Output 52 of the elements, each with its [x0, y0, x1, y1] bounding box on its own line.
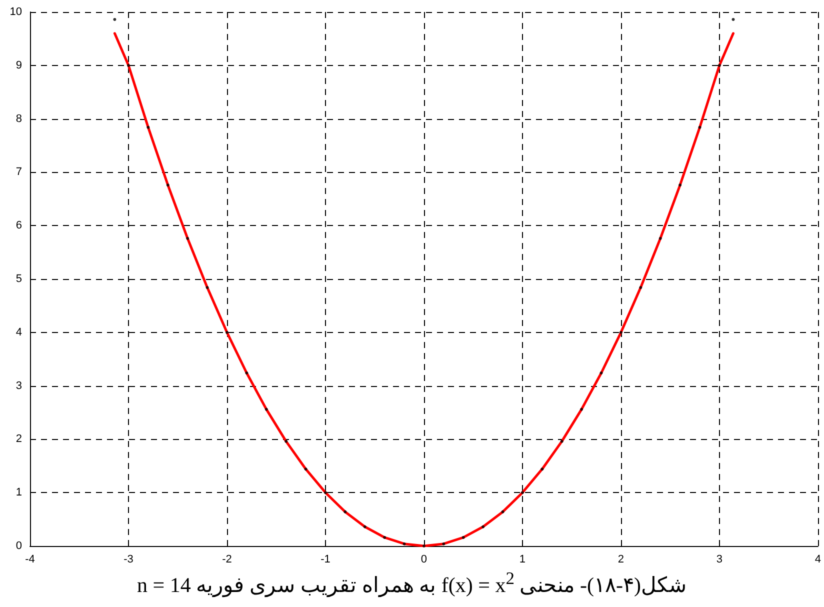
- x-tick-label: 4: [814, 554, 822, 566]
- y-tick-label: 0: [16, 540, 22, 552]
- point: [284, 440, 288, 443]
- y-tick-label: 1: [16, 486, 22, 499]
- y-tick-label: 6: [16, 220, 22, 232]
- x-tick-label: 2: [618, 554, 624, 566]
- point: [146, 126, 150, 129]
- point: [324, 491, 327, 494]
- y-tick-label: 5: [16, 273, 22, 285]
- point: [619, 330, 622, 334]
- point: [264, 408, 268, 411]
- point: [245, 371, 248, 374]
- point: [113, 18, 116, 21]
- point: [658, 236, 662, 240]
- point: [678, 184, 682, 187]
- y-tick-label: 3: [16, 380, 22, 392]
- point: [422, 544, 426, 548]
- point: [126, 64, 130, 67]
- point: [206, 286, 209, 290]
- point: [520, 491, 524, 494]
- point: [402, 542, 406, 546]
- point: [600, 371, 603, 374]
- y-tick-label: 9: [16, 59, 22, 72]
- point: [304, 468, 308, 471]
- x-tick-label: -1: [320, 554, 330, 566]
- point: [482, 525, 485, 528]
- x-tick-label: 1: [519, 554, 526, 566]
- y-tick-label: 10: [10, 6, 22, 18]
- y-tick-label: 4: [16, 326, 22, 338]
- point: [732, 18, 735, 21]
- point: [718, 64, 721, 67]
- x-tick-label: 0: [420, 554, 428, 566]
- point: [363, 525, 366, 528]
- point: [540, 468, 544, 471]
- point: [186, 236, 190, 240]
- y-tick-label: 8: [16, 112, 22, 125]
- point: [639, 286, 642, 290]
- point: [344, 510, 347, 514]
- x-tick-label: 3: [716, 554, 723, 566]
- point: [462, 536, 465, 539]
- y-tick-label: 7: [16, 166, 22, 178]
- point: [560, 440, 564, 443]
- point: [225, 330, 228, 334]
- point: [166, 184, 170, 187]
- point: [383, 536, 386, 539]
- x-tick-label: -4: [25, 554, 35, 566]
- point: [442, 542, 446, 546]
- x-tick-label: -2: [222, 554, 232, 566]
- y-tick-label: 2: [16, 433, 22, 446]
- line-series: [113, 32, 734, 548]
- point: [580, 408, 584, 411]
- x-tick-label: -3: [124, 554, 134, 566]
